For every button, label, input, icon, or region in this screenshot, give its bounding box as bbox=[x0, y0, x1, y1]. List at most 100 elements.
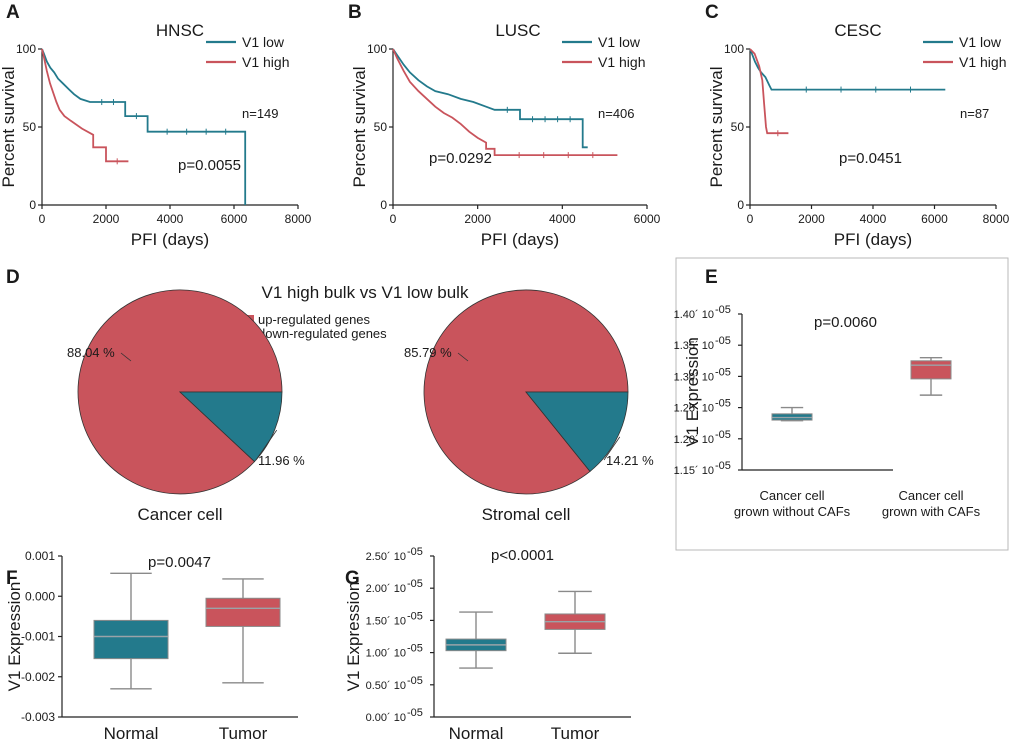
p-value: p=0.0055 bbox=[178, 157, 241, 174]
y-tick-exponent: -05 bbox=[715, 460, 731, 472]
category-label: Tumor bbox=[551, 724, 600, 742]
panel-label: D bbox=[6, 267, 20, 288]
category-label: grown without CAFs bbox=[734, 504, 851, 519]
n-annotation: n=406 bbox=[598, 106, 635, 121]
p-value: p=0.0451 bbox=[839, 150, 902, 167]
x-tick-label: 6000 bbox=[921, 212, 948, 226]
y-tick-exponent: -05 bbox=[407, 675, 423, 687]
y-axis-label: V1 Expression bbox=[344, 582, 363, 692]
x-tick-label: 4000 bbox=[549, 212, 576, 226]
box-panel-E: E1.15´ 10 -051.20´ 10 -051.25´ 10 -051.30´ … bbox=[674, 257, 1009, 551]
y-tick-exponent: -05 bbox=[715, 304, 731, 316]
y-tick-exponent: -05 bbox=[715, 429, 731, 441]
legend-label: V1 high bbox=[242, 54, 289, 70]
legend-label: V1 low bbox=[598, 34, 641, 50]
panel-label: A bbox=[6, 2, 20, 23]
legend-label: up-regulated genes bbox=[258, 312, 371, 327]
pie-leader-line bbox=[457, 352, 469, 362]
panel-label: C bbox=[705, 2, 719, 23]
y-tick-label: -0.002 bbox=[21, 670, 55, 684]
y-tick-label: -0.001 bbox=[21, 630, 55, 644]
x-axis-label: PFI (days) bbox=[834, 230, 912, 249]
panel-title: CESC bbox=[834, 21, 881, 40]
y-tick-exponent: -05 bbox=[715, 366, 731, 378]
y-tick-label: 1.30´ 10 bbox=[674, 371, 714, 383]
y-tick-label: 0.00´ 10 bbox=[366, 712, 406, 724]
panel-label: G bbox=[345, 568, 360, 589]
x-tick-label: 6000 bbox=[221, 212, 248, 226]
km-line-v1-high bbox=[749, 48, 789, 135]
y-tick-label: 50 bbox=[731, 120, 745, 134]
km-line-v1-low bbox=[749, 48, 946, 91]
x-tick-label: 6000 bbox=[634, 212, 661, 226]
p-value: p<0.0001 bbox=[491, 547, 554, 564]
x-tick-label: 8000 bbox=[983, 212, 1010, 226]
box-body bbox=[910, 360, 952, 380]
y-tick-label: 1.20´ 10 bbox=[674, 434, 714, 446]
panel-frame bbox=[675, 257, 1009, 551]
category-label: grown with CAFs bbox=[882, 504, 981, 519]
y-tick-label: 0.50´ 10 bbox=[366, 680, 406, 692]
pie-slice-down-regulated bbox=[525, 391, 629, 472]
pie-percent-label: 14.21 % bbox=[606, 453, 654, 468]
km-line-v1-high bbox=[392, 48, 618, 157]
y-tick-label: 0.001 bbox=[25, 549, 55, 563]
y-axis-label: Percent survival bbox=[707, 67, 726, 188]
x-tick-label: 0 bbox=[390, 212, 397, 226]
x-tick-label: 2000 bbox=[798, 212, 825, 226]
panel-label: F bbox=[6, 568, 18, 589]
pie-leader-line bbox=[120, 352, 132, 362]
y-tick-exponent: -05 bbox=[407, 707, 423, 719]
km-line-v1-low bbox=[392, 48, 588, 149]
y-tick-exponent: -05 bbox=[407, 610, 423, 622]
n-annotation: n=87 bbox=[960, 106, 989, 121]
legend-label: V1 low bbox=[242, 34, 285, 50]
km-line-v1-low bbox=[41, 48, 247, 205]
box-panel-F: F 0.001 0.000 -0.001 -0.002 -0.003 V1 Expressi… bbox=[5, 549, 298, 742]
x-tick-label: 0 bbox=[39, 212, 46, 226]
y-tick-label: 100 bbox=[367, 42, 387, 56]
x-tick-label: 2000 bbox=[464, 212, 491, 226]
y-tick-exponent: -05 bbox=[407, 578, 423, 590]
y-tick-exponent: -05 bbox=[715, 398, 731, 410]
pie-leader-line bbox=[603, 436, 621, 461]
pie-percent-label: 88.04 % bbox=[67, 345, 115, 360]
panel-label: E bbox=[705, 267, 718, 288]
legend-label: down-regulated genes bbox=[258, 326, 387, 341]
pie-name: Stromal cell bbox=[482, 505, 571, 524]
y-tick-label: 1.15´ 10 bbox=[674, 465, 714, 477]
x-tick-label: 2000 bbox=[93, 212, 120, 226]
box-panel-G: G2.50´ 10 -052.00´ 10 -051.50´ 10 -051.00´ … bbox=[344, 546, 631, 742]
pie-percent-label: 11.96 % bbox=[258, 453, 305, 468]
y-tick-label: 0 bbox=[380, 198, 387, 212]
y-axis-label: V1 Expression bbox=[683, 337, 702, 447]
y-tick-label: 50 bbox=[374, 120, 388, 134]
km-line-v1-high bbox=[41, 48, 129, 163]
y-tick-exponent: -05 bbox=[715, 335, 731, 347]
x-tick-label: 4000 bbox=[860, 212, 887, 226]
km-panel-B: B LUSC 0 2000 4000 6000 0 50 100 PFI (days) Percen… bbox=[348, 2, 661, 249]
y-tick-label: 100 bbox=[724, 42, 744, 56]
pie-percent-label: 85.79 % bbox=[404, 345, 452, 360]
panel-title: V1 high bulk vs V1 low bulk bbox=[262, 283, 469, 302]
category-label: Normal bbox=[449, 724, 504, 742]
y-tick-label: 1.35´ 10 bbox=[674, 340, 714, 352]
y-tick-label: 1.40´ 10 bbox=[674, 309, 714, 321]
panel-title: HNSC bbox=[156, 21, 204, 40]
pie-leader-line bbox=[255, 429, 278, 461]
panel-title: LUSC bbox=[495, 21, 540, 40]
y-tick-label: 0 bbox=[29, 198, 36, 212]
y-axis-label: V1 Expression bbox=[5, 582, 24, 692]
y-tick-label: 0.000 bbox=[25, 589, 55, 603]
y-tick-exponent: -05 bbox=[407, 643, 423, 655]
panel-label: B bbox=[348, 2, 362, 23]
y-tick-label: 2.00´ 10 bbox=[366, 583, 406, 595]
category-label: Cancer cell bbox=[759, 488, 824, 503]
legend-label: V1 high bbox=[959, 54, 1006, 70]
x-tick-label: 8000 bbox=[285, 212, 312, 226]
box-body bbox=[93, 619, 169, 660]
category-label: Cancer cell bbox=[898, 488, 963, 503]
x-tick-label: 0 bbox=[747, 212, 754, 226]
y-tick-exponent: -05 bbox=[407, 546, 423, 558]
